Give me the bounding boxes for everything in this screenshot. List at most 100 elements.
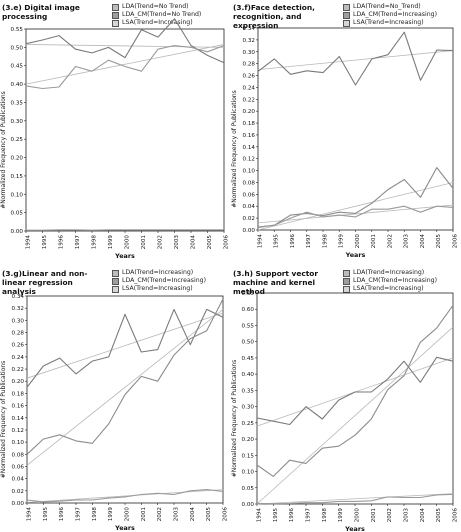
legend-item: LDA_CM(Trend=Increasing): [343, 277, 459, 285]
x-tick-label: 2002: [387, 234, 393, 248]
legend-item: LDA_CM(Trend=Increasing): [343, 11, 459, 19]
legend-label: LSA(Trend=Increasing): [122, 19, 193, 26]
x-tick-label: 2000: [124, 507, 130, 522]
x-tick-label: 1996: [58, 235, 64, 250]
y-tick-label: 0.22: [12, 367, 24, 373]
y-tick-label: 0.50: [11, 45, 24, 51]
plot-area: 0.00 0.02 0.04 0.06 0.08 0.10 0.12 0.14 0.16 0.18…: [0, 294, 228, 532]
plot-frame: [25, 28, 225, 232]
series-line: [257, 205, 454, 229]
y-tick-label: 0.50: [242, 340, 255, 346]
y-tick-label: 0.14: [12, 416, 25, 422]
legend: LDA(Trend=Increasing) LDA_CM(Trend=Incre…: [343, 269, 459, 293]
legend-item: LSA(Trend=Increasing): [112, 285, 228, 293]
y-tick-label: 0.65: [242, 291, 255, 297]
x-tick-label: 1995: [43, 507, 49, 522]
x-tick-label: 2004: [420, 234, 426, 249]
x-axis-label: Years: [344, 525, 365, 532]
y-tick-label: 0.15: [11, 174, 24, 180]
legend-item: LDA(Trend=Increasing): [343, 269, 459, 277]
x-tick-label: 2006: [452, 234, 458, 249]
y-tick-label: 0.18: [12, 391, 25, 397]
y-tick-label: 0.12: [243, 157, 255, 163]
y-tick-label: 0.06: [12, 464, 25, 470]
x-tick-label: 2001: [371, 234, 377, 249]
y-tick-label: 0.25: [242, 421, 255, 427]
legend-swatch: [343, 3, 350, 11]
legend-swatch: [343, 11, 350, 19]
y-tick-label: 0.12: [12, 428, 24, 434]
y-axis-label: #Normalized Frequency of Publications: [231, 90, 238, 208]
y-tick-label: 0.28: [243, 62, 256, 68]
x-tick-label: 1998: [91, 235, 97, 250]
x-tick-label: 1999: [108, 507, 114, 522]
x-tick-label: 1997: [305, 508, 311, 523]
x-tick-label: 1996: [289, 508, 295, 523]
y-tick-label: 0.55: [11, 27, 24, 33]
trend-line: [26, 489, 224, 503]
y-tick-label: 0.05: [242, 486, 255, 492]
x-tick-label: 1994: [256, 508, 262, 523]
x-tick-label: 2004: [420, 508, 426, 523]
legend-item: LSA(Trend=Increasing): [343, 19, 459, 27]
chart-panel-digital-image-processing: (3.e) Digital image processing LDA(Trend…: [0, 0, 230, 266]
panel-title: (3.g)Linear and non-linear regression an…: [2, 269, 88, 296]
chart-panel-regression-analysis: (3.g)Linear and non-linear regression an…: [0, 266, 230, 532]
legend: LDA(Trend=No Trend) LDA_CM(Trend=No Tren…: [112, 3, 228, 27]
series-line: [25, 44, 225, 90]
chart-panel-support-vector-machine: (3.h) Support vector machine and kernel …: [231, 266, 461, 532]
x-axis-label: Years: [114, 252, 135, 260]
x-tick-label: 2002: [157, 235, 163, 249]
legend-item: LDA(Trend=Increasing): [112, 269, 228, 277]
x-tick-label: 1996: [290, 234, 296, 249]
y-tick-label: 0.00: [242, 502, 255, 508]
series-line: [26, 489, 224, 503]
series-line: [256, 304, 454, 477]
y-tick-label: 0.15: [242, 453, 255, 459]
y-tick-label: 0.40: [11, 82, 24, 88]
series-line: [256, 356, 454, 426]
trend-line: [26, 312, 224, 379]
y-tick-label: 0.30: [11, 119, 24, 125]
x-tick-label: 1997: [75, 507, 81, 522]
x-tick-label: 2005: [207, 235, 213, 250]
x-tick-label: 2006: [452, 508, 458, 523]
x-tick-label: 2001: [141, 507, 147, 522]
legend-swatch: [112, 3, 119, 11]
x-tick-label: 2001: [371, 508, 377, 523]
y-tick-label: 0.20: [243, 109, 256, 115]
y-tick-label: 0.04: [243, 204, 256, 210]
panel-title: (3.e) Digital image processing: [2, 3, 80, 21]
y-tick-label: 0.10: [11, 192, 24, 198]
y-tick-label: 0.30: [12, 318, 25, 324]
x-tick-label: 2003: [174, 235, 180, 250]
series-line: [256, 493, 454, 505]
y-tick-label: 0.20: [11, 156, 24, 162]
legend-swatch: [112, 285, 119, 293]
legend: LDA(Trend=Increasing) LDA_CM(Trend=Incre…: [112, 269, 228, 293]
legend-swatch: [112, 19, 119, 27]
x-tick-label: 2003: [403, 508, 409, 523]
y-tick-label: 0.18: [243, 121, 256, 127]
x-tick-label: 2003: [404, 234, 410, 249]
y-axis-label: #Normalized Frequency of Publications: [0, 91, 7, 209]
x-tick-label: 1999: [339, 234, 345, 249]
legend-item: LDA_CM(Trend=No Trend): [112, 11, 228, 19]
x-tick-label: 2000: [124, 235, 130, 250]
x-tick-label: 2006: [222, 507, 228, 522]
y-tick-label: 0.60: [242, 307, 255, 313]
legend-label: LDA_CM(Trend=Increasing): [353, 277, 437, 284]
y-tick-label: 0.30: [242, 405, 255, 411]
y-axis-label: #Normalized Frequency of Publications: [0, 361, 7, 479]
x-tick-label: 1994: [257, 234, 263, 249]
legend-swatch: [343, 285, 350, 293]
legend-item: LDA(Trend=No_Trend): [343, 3, 459, 11]
legend-label: LDA_CM(Trend=No Trend): [122, 11, 202, 18]
x-tick-label: 1995: [42, 235, 48, 250]
y-tick-label: 0.24: [243, 85, 256, 91]
y-tick-label: 0.55: [242, 323, 255, 329]
y-tick-label: 0.16: [243, 133, 256, 139]
y-tick-label: 0.20: [12, 379, 25, 385]
x-tick-label: 2002: [387, 508, 393, 522]
